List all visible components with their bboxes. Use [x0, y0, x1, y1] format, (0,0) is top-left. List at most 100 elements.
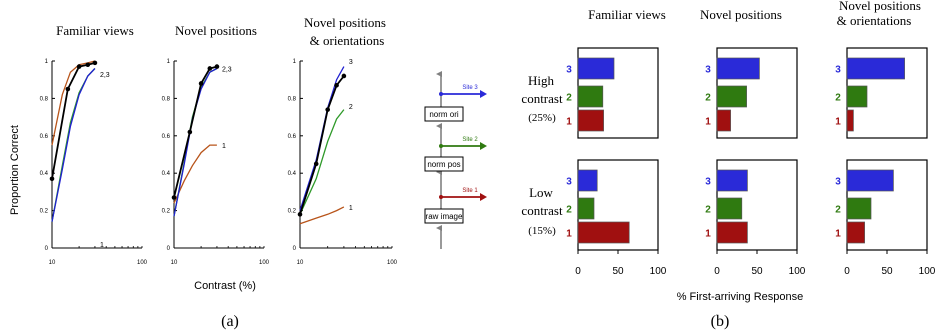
bar-x-tick-label: 100 [650, 266, 667, 277]
category-label: 3 [705, 177, 711, 188]
data-point [313, 161, 319, 167]
data-point [49, 176, 55, 182]
y-tick-label: 0.4 [288, 171, 297, 177]
bar-x-tick-label: 100 [789, 266, 806, 277]
bar-site-2 [577, 85, 604, 108]
first-arriving-xlabel: % First-arriving Response [677, 291, 804, 303]
bar-site-2 [577, 197, 595, 220]
row-high-percent: (25%) [528, 112, 556, 124]
bar-site-1 [577, 221, 630, 244]
curve-label: 2,3 [222, 66, 232, 73]
row-high-subtitle: contrast [521, 91, 563, 106]
y-tick-label: 0.2 [288, 209, 297, 215]
category-label: 2 [835, 93, 841, 104]
y-tick-label: 0 [293, 246, 297, 252]
series-line-curve3 [173, 67, 218, 217]
chart-b-col3-title-line2: & orientations [837, 13, 912, 28]
data-point [76, 64, 82, 69]
curve-label: 3 [349, 59, 353, 66]
chart-a1-title: Familiar views [56, 23, 134, 38]
line-chart-novel-positions: 0 0.2 0.4 0.6 0.8 1 10 100 2,3 1 [162, 59, 270, 266]
category-label: 3 [835, 177, 841, 188]
data-point [65, 86, 71, 92]
data-point [198, 81, 204, 86]
x-tick-label: 100 [137, 260, 148, 266]
data-point [214, 64, 220, 69]
bar-x-tick-label: 100 [919, 266, 936, 277]
x-tick-label: 100 [387, 260, 398, 266]
bar-site-3 [846, 169, 894, 192]
site1-arrowhead [480, 193, 487, 201]
raw-image-label: raw image [426, 212, 463, 221]
data-point [325, 107, 330, 112]
raw-image-box [424, 208, 464, 224]
curve-label: 1 [100, 242, 104, 249]
category-label: 1 [835, 229, 841, 240]
category-label: 1 [566, 117, 572, 128]
x-tick-label: 100 [259, 260, 270, 266]
curve-label: 2 [349, 104, 353, 111]
y-tick-label: 0.2 [162, 209, 171, 215]
bar-site-3 [846, 57, 905, 80]
category-label: 3 [566, 177, 572, 188]
norm-ori-label: norm ori [429, 110, 459, 119]
y-tick-label: 0.8 [162, 96, 171, 102]
category-label: 2 [705, 205, 711, 216]
norm-pos-label: norm pos [427, 160, 460, 169]
norm-pos-box [424, 156, 464, 172]
site2-dot [439, 144, 443, 148]
y-tick-label: 0 [167, 246, 171, 252]
bar-charts-first-arriving: 3 2 1 3 2 1 3 2 1 3 2 1 3 2 1 3 2 1 0 50 100 0 50 100 0 50 100 [566, 47, 936, 277]
bar-x-tick-label: 50 [751, 266, 763, 277]
series-line-curve1 [51, 60, 96, 146]
row-low-percent: (15%) [528, 225, 556, 237]
data-point [171, 195, 177, 200]
site1-label: Site 1 [462, 188, 478, 194]
bar-site-2 [846, 197, 872, 220]
data-point [341, 73, 347, 79]
y-tick-label: 0.2 [40, 209, 49, 215]
category-label: 3 [566, 65, 572, 76]
y-tick-label: 1 [167, 59, 171, 65]
bar-x-tick-label: 50 [612, 266, 624, 277]
category-label: 1 [705, 229, 711, 240]
bar-site-3 [716, 57, 760, 80]
data-point [92, 60, 98, 66]
bar-site-1 [846, 221, 865, 244]
series-line-curve1 [173, 144, 217, 204]
x-tick-label: 10 [171, 260, 178, 266]
x-tick-label: 10 [49, 260, 56, 266]
bar-x-tick-label: 50 [881, 266, 893, 277]
caption-a: (a) [221, 313, 239, 330]
bar-site-2 [846, 85, 868, 108]
row-high-title: High [528, 73, 555, 88]
bar-site-1 [846, 109, 854, 132]
line-chart-novel-positions-orientations: 0 0.2 0.4 0.6 0.8 1 10 100 3 2 1 [288, 59, 398, 266]
contrast-xlabel: Contrast (%) [194, 280, 256, 292]
y-tick-label: 0.6 [162, 134, 171, 140]
y-tick-label: 1 [293, 59, 297, 65]
series-line-human [173, 65, 218, 198]
site3-arrowhead [480, 90, 487, 98]
y-tick-label: 0.8 [288, 96, 297, 102]
row-low-title: Low [529, 185, 553, 200]
line-chart-familiar-views: 0 0.2 0.4 0.6 0.8 1 10 100 1 2,3 [40, 59, 148, 266]
bar-x-tick-label: 0 [714, 266, 720, 277]
chart-a3-title-line2: & orientations [310, 33, 385, 48]
y-tick-label: 0.6 [40, 134, 49, 140]
curve-label: 1 [222, 143, 226, 150]
caption-b: (b) [711, 313, 730, 330]
category-label: 2 [566, 93, 572, 104]
category-label: 1 [566, 229, 572, 240]
category-label: 1 [705, 117, 711, 128]
site3-dot [439, 92, 443, 96]
bar-x-tick-label: 0 [844, 266, 850, 277]
bar-site-3 [577, 57, 615, 80]
chart-a3-title-line1: Novel positions [304, 15, 386, 30]
series-line-curve2 [299, 109, 345, 215]
y-tick-label: 0.6 [288, 134, 297, 140]
chart-b-col3-title-line1: Novel positions [839, 0, 921, 13]
y-tick-label: 0.8 [40, 96, 49, 102]
y-tick-label: 0.4 [40, 171, 49, 177]
